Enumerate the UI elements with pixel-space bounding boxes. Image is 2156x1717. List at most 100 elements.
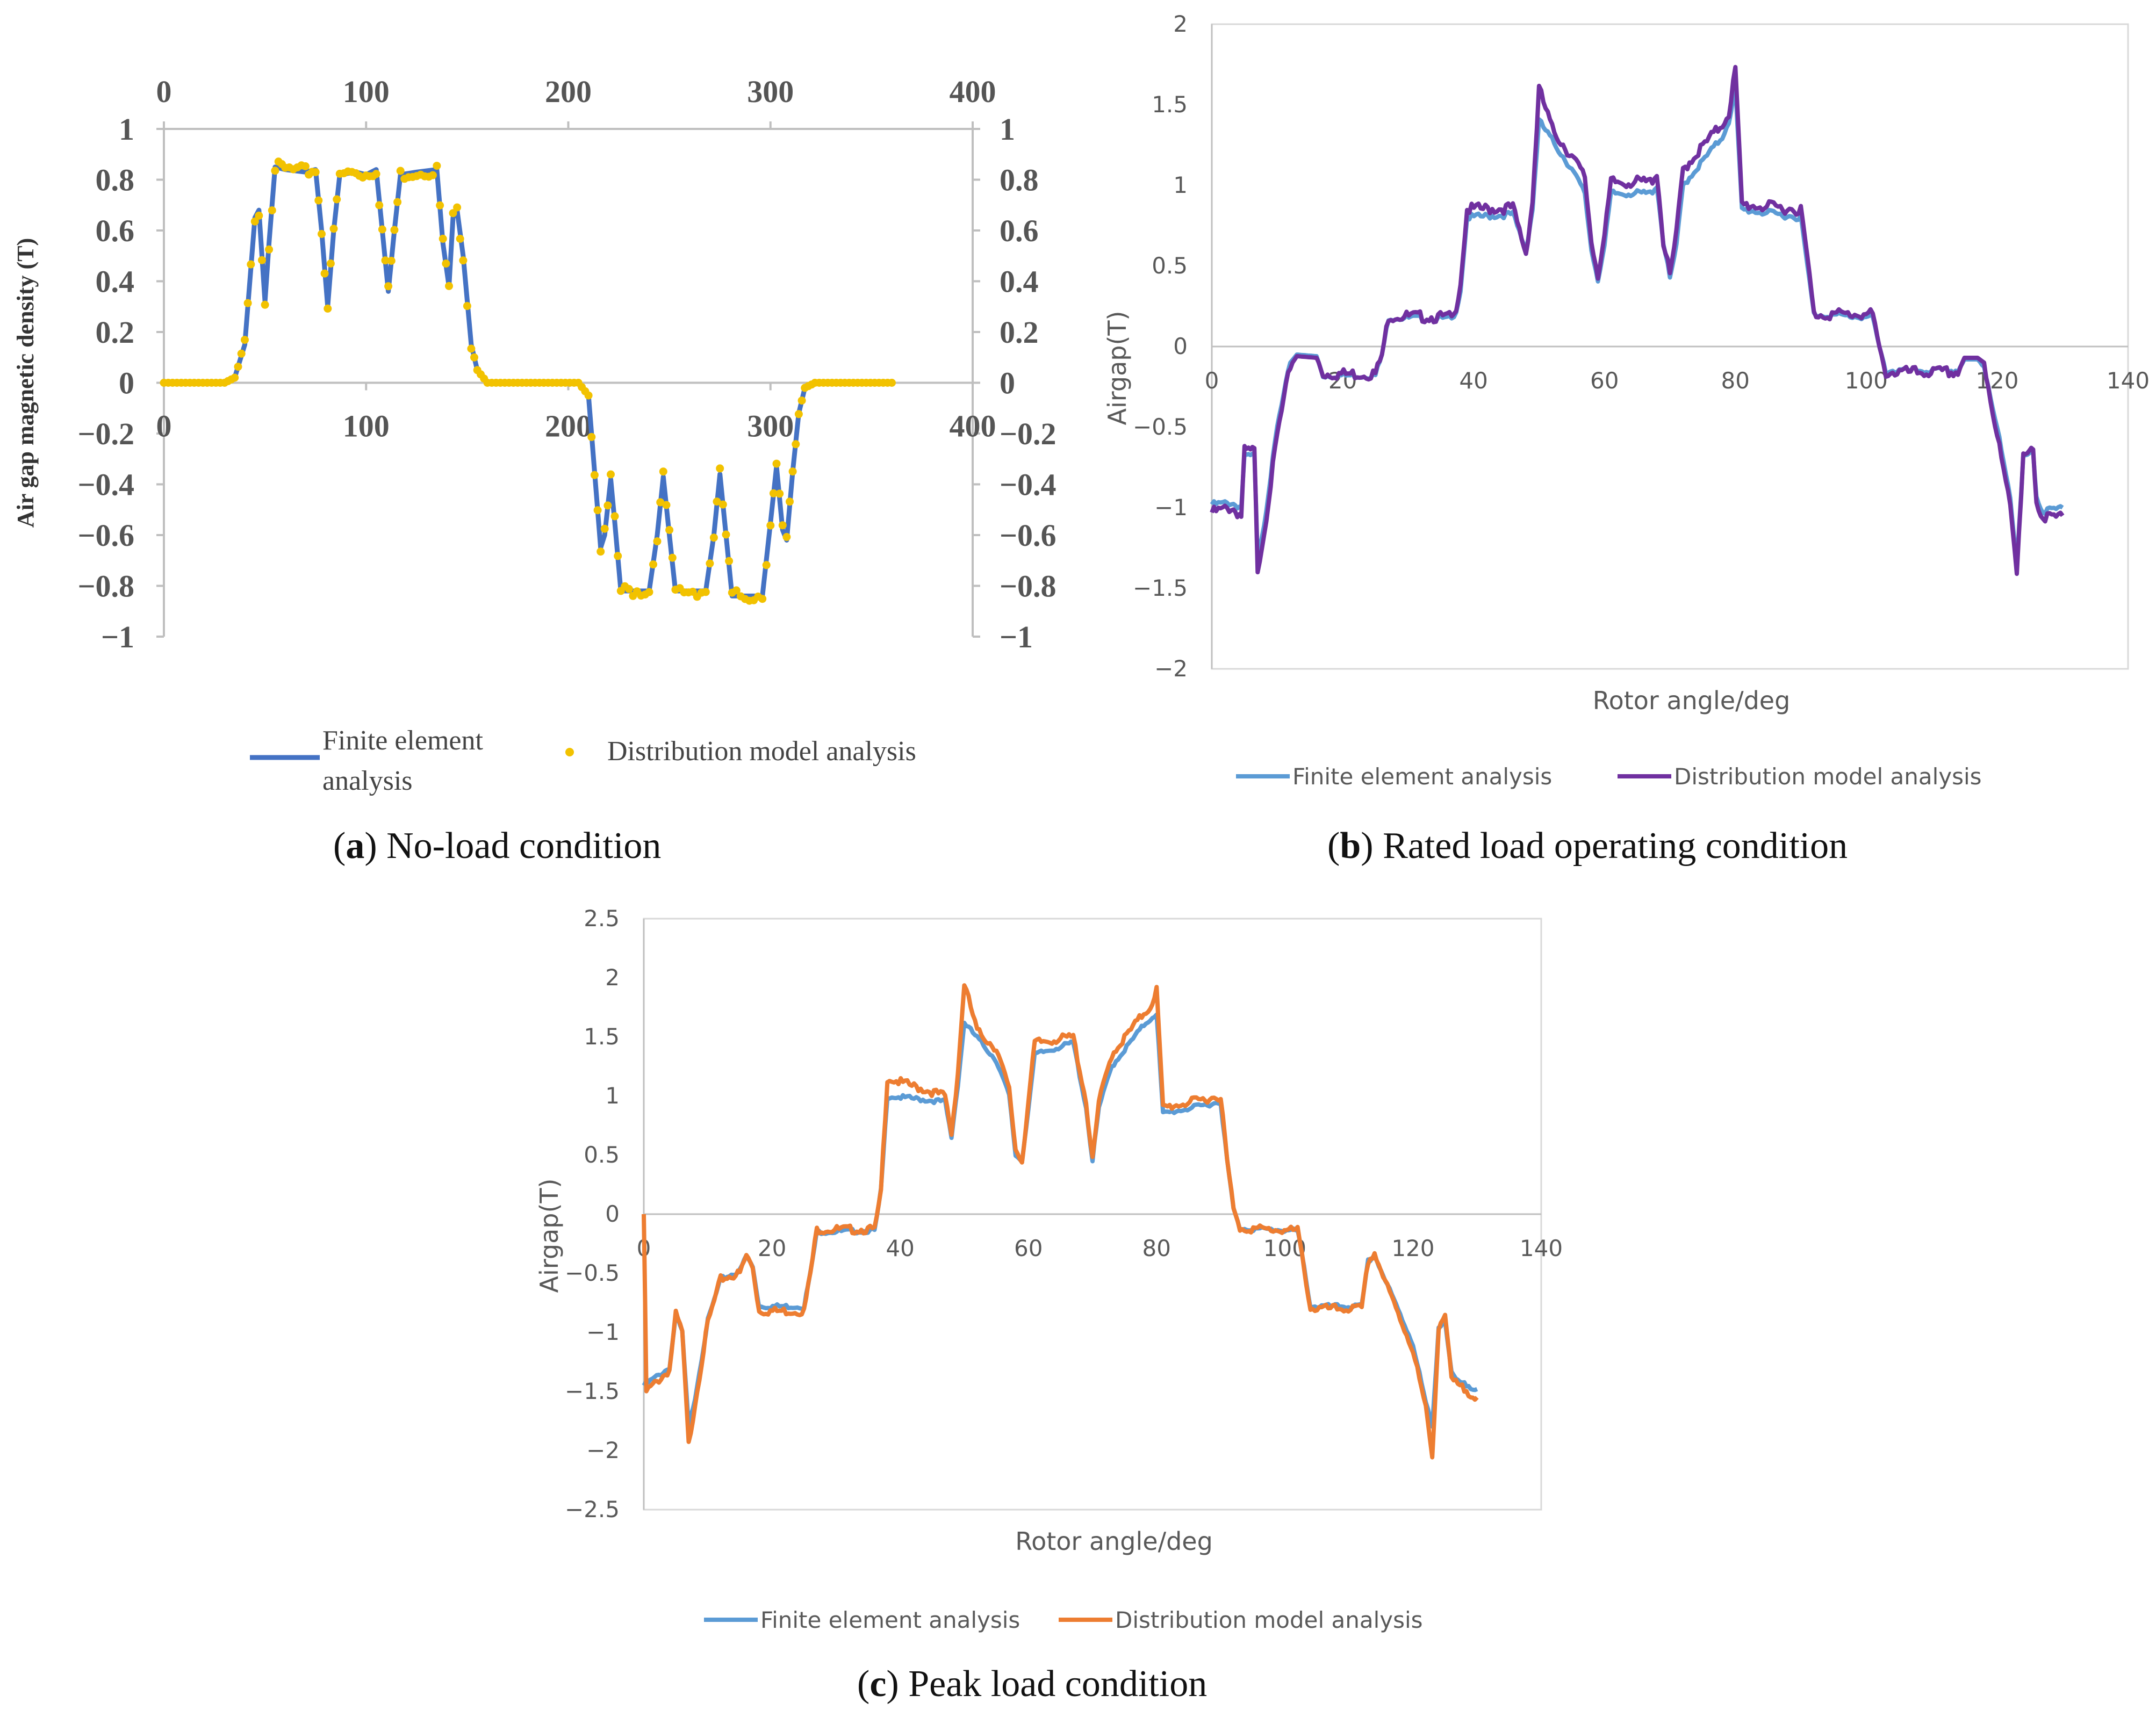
b-ytick-label: −2 (1154, 655, 1188, 682)
c-series-fea-line (642, 1012, 1478, 1429)
a-series-dma-point (782, 533, 791, 541)
b-ytick-label: 0 (1173, 333, 1188, 359)
c-ytick-label: −1 (586, 1319, 620, 1345)
b-xtick-label: 40 (1459, 367, 1487, 394)
a-series-dma-point (772, 459, 781, 468)
a-legend-fea-label-line1: Finite element (322, 725, 483, 756)
a-series-dma-point (709, 533, 718, 542)
a-series-dma-point (597, 547, 605, 556)
c-ytick-label: −0.5 (565, 1260, 620, 1286)
a-ytick-label-right: 0.6 (1000, 213, 1039, 248)
a-series-dma-point (624, 585, 633, 593)
a-series-dma-point (378, 225, 386, 234)
c-ytick-label: 0.5 (584, 1142, 620, 1168)
a-ytick-label-left: 0.8 (96, 163, 135, 198)
c-xtick-label: 80 (1142, 1235, 1171, 1261)
a-series-dma-point (243, 299, 252, 307)
a-ytick-label-right: −1 (1000, 619, 1033, 654)
chart-c-panel: −2.5 −2 −1.5 −1 −0.5 0 0.5 1 1.5 2 2.5 0 20 40 60 80 100… (527, 892, 1596, 1644)
a-xtick-label-mid: 400 (950, 409, 996, 444)
a-ytick-label-right: 0 (1000, 366, 1015, 401)
a-series-dma-point (384, 282, 393, 291)
a-series-dma-point (453, 203, 462, 212)
a-series-dma-point (467, 344, 476, 353)
a-series-dma-point (792, 440, 800, 449)
a-series-dma-point (788, 467, 797, 476)
a-series-dma-point (600, 524, 609, 533)
a-series-dma-point (786, 497, 794, 506)
a-series-dma-point (797, 396, 806, 405)
a-series-dma-point (614, 552, 622, 560)
a-series-dma-point (603, 501, 612, 510)
a-ytick-label-right: −0.8 (1000, 569, 1057, 604)
a-xtick-label-top: 300 (747, 74, 794, 109)
a-ytick-label-right: 0.8 (1000, 163, 1039, 198)
a-series-dma-point (725, 557, 734, 565)
a-series-dma-point (645, 588, 653, 596)
a-series-dma-point (428, 171, 437, 179)
a-xtick-label-top: 200 (545, 74, 592, 109)
a-series-dma-point (656, 498, 665, 507)
a-series-dma-point (607, 470, 615, 479)
c-xtick-label: 40 (886, 1235, 914, 1261)
a-ylabel: Air gap magnetic density (T) (12, 238, 39, 528)
a-series-dma-point (716, 464, 724, 473)
a-series-dma-point (261, 300, 269, 309)
a-series-dma-point (433, 162, 441, 170)
c-ylabel: Airgap(T) (535, 1179, 564, 1293)
a-series-dma-point (329, 225, 338, 233)
chart-b-svg: −2−1.5−1−0.500.511.520 20 40 60 80 100 120 140A… (1103, 11, 2150, 790)
a-series-dma-point (587, 432, 596, 441)
b-ytick-label: 0.5 (1152, 252, 1188, 279)
a-series-dma-point (456, 235, 464, 243)
caption-c: (c) Peak load condition (857, 1663, 1208, 1705)
a-series-dma-point (375, 201, 384, 210)
c-ytick-label: −2 (586, 1437, 620, 1463)
a-series-dma-point (241, 336, 249, 344)
a-series-dma-point (653, 537, 662, 546)
a-series-dma-point (769, 489, 778, 497)
c-ytick-label: −2.5 (565, 1496, 620, 1523)
a-legend-dma-swatch (565, 748, 574, 756)
a-series-dma-point (463, 302, 471, 311)
b-series-dma-line (1210, 64, 2065, 576)
b-xtick-label: 0 (1205, 367, 1219, 394)
a-xtick-label-mid: 300 (747, 409, 794, 444)
a-ytick-label-right: 0.4 (1000, 264, 1039, 299)
a-ytick-label-left: 0.4 (96, 264, 135, 299)
c-ytick-label: 1.5 (584, 1023, 620, 1050)
a-series-dma-point (320, 269, 329, 278)
c-ytick-label: 1 (605, 1083, 620, 1109)
b-xtick-label: 60 (1590, 367, 1619, 394)
c-xtick-label: 120 (1391, 1235, 1434, 1261)
a-series-dma-point (301, 162, 310, 170)
a-series-dma-point (459, 256, 468, 265)
a-series-dma-point (778, 521, 787, 530)
c-ytick-label: 2.5 (584, 905, 620, 932)
a-series-dma-point (258, 256, 266, 264)
a-legend-fea-label-line2: analysis (322, 766, 413, 796)
b-ytick-label: 1.5 (1152, 91, 1188, 118)
a-series-dma-point (649, 560, 657, 569)
c-legend-dma-label: Distribution model analysis (1115, 1607, 1423, 1633)
b-xtick-label: 100 (1845, 367, 1888, 394)
a-series-dma-point (372, 170, 380, 178)
a-series-dma-point (610, 512, 619, 521)
a-series-dma-point (713, 497, 721, 506)
a-series-dma-point (237, 349, 246, 358)
caption-b-text: Rated load operating condition (1373, 825, 1848, 867)
a-series-dma-point (659, 467, 667, 476)
a-ytick-label-right: −0.4 (1000, 467, 1057, 502)
c-xtick-label: 140 (1520, 1235, 1563, 1261)
chart-a-svg: −1 −1−0.8 −0.8−0.6 −0.6−0.4 −0.4−0.2 −0.20 00.… (12, 74, 1057, 796)
a-series-dma-point (758, 595, 767, 603)
a-series-dma-point (250, 217, 259, 226)
a-series-dma-point (381, 256, 390, 265)
a-ytick-label-left: 0.6 (96, 213, 135, 248)
a-series-dma-point (718, 500, 727, 509)
b-ytick-label: 2 (1173, 11, 1188, 37)
a-ytick-label-left: −0.4 (77, 467, 134, 502)
a-xtick-label-mid: 200 (545, 409, 592, 444)
a-legend-dma-label: Distribution model analysis (607, 736, 916, 767)
a-ytick-label-left: −1 (101, 619, 134, 654)
